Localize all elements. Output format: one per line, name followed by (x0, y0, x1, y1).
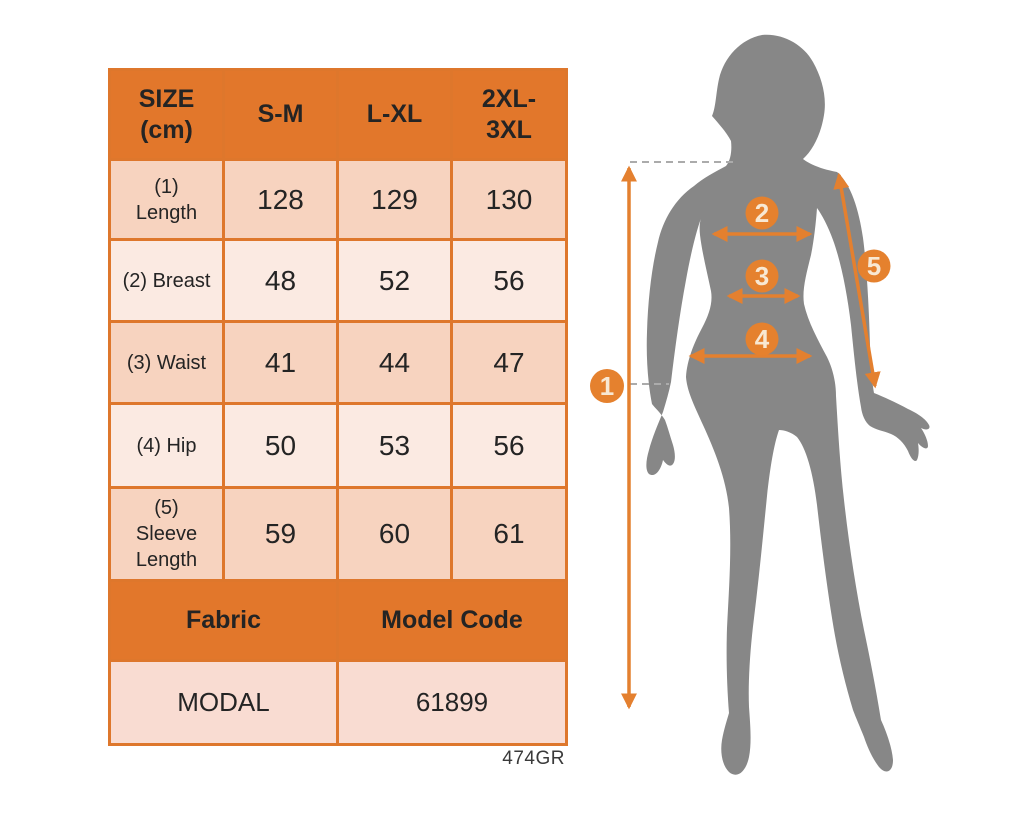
measure-point-3-number: 3 (755, 261, 769, 291)
table-header-row: SIZE (cm) S-M L-XL 2XL- 3XL (108, 68, 568, 161)
measure-point-4: 4 (745, 322, 779, 356)
table-row: (3) Waist 41 44 47 (108, 320, 568, 405)
col-header-2xl-3xl: 2XL- 3XL (450, 68, 568, 161)
measure-point-3-circle (745, 259, 779, 293)
row-label-length: (1) Length (108, 158, 225, 241)
measure-point-1-circle (590, 369, 624, 403)
breast-l-xl: 52 (336, 238, 453, 323)
length-2xl-3xl: 130 (450, 158, 568, 241)
col-header-l-xl: L-XL (336, 68, 453, 161)
measure-point-3: 3 (745, 259, 779, 293)
product-code-footnote: 474GR (502, 748, 565, 769)
table-row: (4) Hip 50 53 56 (108, 402, 568, 489)
fabric-header: Fabric (108, 579, 339, 662)
sleeve-measure-arrow (833, 172, 881, 389)
table-footer-header-row: Fabric Model Code (108, 579, 568, 662)
row-label-hip: (4) Hip (108, 402, 225, 489)
sleeve-s-m: 59 (222, 486, 339, 582)
fabric-value: MODAL (108, 659, 339, 746)
breast-2xl-3xl: 56 (450, 238, 568, 323)
row-label-waist: (3) Waist (108, 320, 225, 405)
waist-s-m: 41 (222, 320, 339, 405)
col-header-s-m: S-M (222, 68, 339, 161)
row-label-breast: (2) Breast (108, 238, 225, 323)
sleeve-2xl-3xl: 61 (450, 486, 568, 582)
table-row: (2) Breast 48 52 56 (108, 238, 568, 323)
table-row: (1) Length 128 129 130 (108, 158, 568, 241)
length-s-m: 128 (222, 158, 339, 241)
hip-l-xl: 53 (336, 402, 453, 489)
table-footer-value-row: MODAL 61899 (108, 659, 568, 746)
measure-point-1: 1 (590, 369, 624, 403)
measure-point-2-circle (745, 196, 779, 230)
female-body-silhouette (646, 34, 930, 775)
measure-point-5: 5 (857, 249, 891, 283)
hip-s-m: 50 (222, 402, 339, 489)
waist-l-xl: 44 (336, 320, 453, 405)
model-code-value: 61899 (336, 659, 568, 746)
measure-point-2-number: 2 (755, 198, 769, 228)
measure-point-4-circle (745, 322, 779, 356)
col-header-size-cm: SIZE (cm) (108, 68, 225, 161)
breast-s-m: 48 (222, 238, 339, 323)
row-label-sleeve-length: (5) Sleeve Length (108, 486, 225, 582)
model-code-header: Model Code (336, 579, 568, 662)
measure-point-5-circle (857, 249, 891, 283)
table-row: (5) Sleeve Length 59 60 61 (108, 486, 568, 582)
measure-point-4-number: 4 (755, 324, 770, 354)
length-l-xl: 129 (336, 158, 453, 241)
measure-point-2: 2 (745, 196, 779, 230)
waist-2xl-3xl: 47 (450, 320, 568, 405)
hip-2xl-3xl: 56 (450, 402, 568, 489)
sleeve-l-xl: 60 (336, 486, 453, 582)
size-chart-table: SIZE (cm) S-M L-XL 2XL- 3XL (1) Length 1… (108, 68, 568, 746)
measure-point-1-number: 1 (600, 371, 614, 401)
measure-point-5-number: 5 (867, 251, 881, 281)
